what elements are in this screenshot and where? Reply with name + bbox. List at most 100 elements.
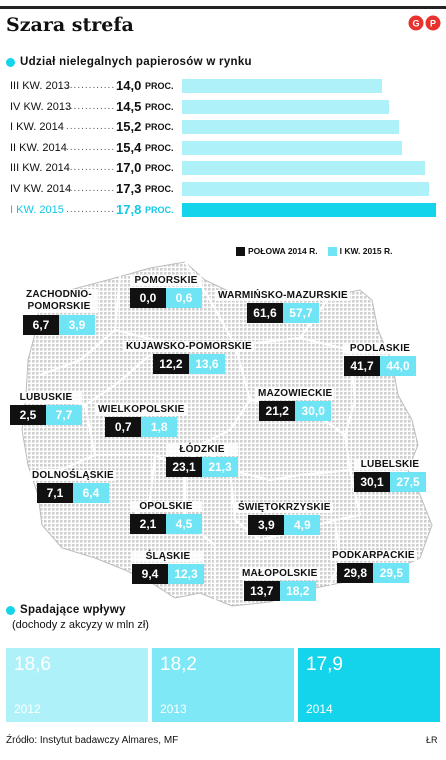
- bar-row: I KW. 2014......................15,2PROC…: [0, 119, 446, 136]
- bar-value-label: 14,0: [116, 78, 142, 93]
- bar-category-label: IV KW. 2013: [10, 100, 72, 113]
- value-2014: 7,1: [36, 483, 73, 503]
- bar-unit-label: PROC.: [145, 204, 174, 215]
- value-2015: 21,3: [202, 457, 238, 477]
- region-values: 3,9 4,9: [236, 515, 333, 535]
- value-2014: 2,1: [130, 514, 166, 534]
- bar-category-label: I KW. 2015: [10, 203, 64, 216]
- region-wielkopolskie: WIELKOPOLSKIE 0,7 1,8: [96, 404, 187, 437]
- share-section-heading: Udział nielegalnych papierosów w rynku: [6, 56, 252, 68]
- legend-swatch-2014: [236, 246, 245, 256]
- value-2014: 2,5: [10, 405, 46, 425]
- value-2015: 6,4: [72, 483, 109, 503]
- bar-value-label: 15,4: [116, 139, 142, 155]
- author-signature: ŁR: [426, 735, 438, 745]
- region-name: PODKARPACKIE: [330, 550, 417, 561]
- region-małopolskie: MAŁOPOLSKIE 13,7 18,2: [240, 568, 320, 601]
- bar-leader-dots: ......................: [66, 141, 116, 153]
- bar-leader-dots: ......................: [66, 100, 116, 112]
- region-name: MAŁOPOLSKIE: [240, 568, 320, 579]
- region-name: ŚLĄSKIE: [132, 551, 204, 562]
- bar-row: III KW. 2013......................14,0PR…: [0, 78, 446, 95]
- bar: [182, 120, 399, 135]
- income-section-heading: Spadające wpływy: [6, 604, 126, 616]
- value-2014: 0,0: [130, 288, 166, 308]
- bar-row: II KW. 2014......................15,4PRO…: [0, 140, 446, 157]
- bar-unit-label: PROC.: [145, 122, 174, 133]
- svg-text:P: P: [430, 19, 436, 29]
- region-name: LUBELSKIE: [354, 459, 426, 470]
- value-2015: 4,9: [284, 515, 321, 535]
- value-2015: 12,3: [168, 564, 204, 584]
- region-lubuskie: LUBUSKIE 2,5 7,7: [10, 392, 82, 425]
- region-name: ZACHODNIO-POMORSKIE: [20, 289, 98, 313]
- region-name: ŚWIĘTOKRZYSKIE: [236, 502, 333, 513]
- bar: [182, 140, 402, 155]
- bar-unit-label: PROC.: [145, 81, 174, 91]
- value-2014: 12,2: [152, 354, 189, 374]
- value-2015: 18,2: [279, 581, 316, 601]
- bar-row: IV KW. 2013......................14,5PRO…: [0, 99, 446, 116]
- bar-row: IV KW. 2014......................17,3PRO…: [0, 181, 446, 198]
- bar-category-label: III KW. 2013: [10, 80, 70, 92]
- region-values: 61,6 57,7: [216, 303, 350, 323]
- region-values: 9,4 12,3: [132, 564, 204, 584]
- bar-leader-dots: ......................: [66, 121, 116, 133]
- region-name: WARMIŃSKO-MAZURSKIE: [216, 290, 350, 301]
- region-warmińsko-mazurskie: WARMIŃSKO-MAZURSKIE 61,6 57,7: [216, 290, 350, 323]
- region-łódzkie: ŁÓDZKIE 23,1 21,3: [166, 444, 238, 477]
- region-values: 13,7 18,2: [240, 581, 320, 601]
- region-values: 2,5 7,7: [10, 405, 82, 425]
- bar-unit-label: PROC.: [145, 163, 174, 174]
- region-values: 0,0 0,6: [130, 288, 202, 308]
- value-2015: 7,7: [46, 405, 82, 425]
- value-2014: 9,4: [132, 564, 168, 584]
- legend-label-2015: I KW. 2015 R.: [339, 246, 393, 256]
- gp-logo-icon: G P: [408, 15, 441, 31]
- region-name: DOLNOŚLĄSKIE: [30, 470, 116, 481]
- bar-unit-label: PROC.: [145, 101, 174, 112]
- bar-row: I KW. 2015......................17,8PROC…: [0, 202, 446, 219]
- value-2014: 21,2: [259, 401, 296, 421]
- bar-category-label: III KW. 2014: [10, 162, 70, 175]
- bar: [182, 99, 389, 114]
- region-values: 21,2 30,0: [256, 401, 334, 421]
- bar-category-label: IV KW. 2014: [10, 183, 72, 195]
- svg-text:G: G: [412, 19, 419, 29]
- value-2014: 61,6: [246, 303, 283, 323]
- region-pomorskie: POMORSKIE 0,0 0,6: [130, 275, 202, 308]
- region-zachodnio-pomorskie: ZACHODNIO-POMORSKIE 6,7 3,9: [20, 289, 98, 335]
- bar-value-label: 17,3: [116, 181, 142, 196]
- region-name: PODLASKIE: [344, 343, 416, 354]
- income-tile-2014: 17,9 2014: [298, 648, 440, 722]
- value-2015: 30,0: [295, 401, 332, 421]
- region-values: 2,1 4,5: [130, 514, 202, 534]
- bar-unit-label: PROC.: [145, 184, 174, 194]
- bar-leader-dots: ......................: [66, 80, 116, 91]
- bar-value-label: 17,8: [116, 201, 142, 217]
- bar: [182, 79, 382, 93]
- income-value: 18,6: [14, 654, 51, 675]
- bar-row: III KW. 2014......................17,0PR…: [0, 160, 446, 177]
- bar: [182, 202, 436, 217]
- bar-leader-dots: ......................: [66, 162, 116, 174]
- income-year: 2013: [160, 702, 187, 716]
- bar-value-label: 17,0: [116, 160, 142, 176]
- region-dolnośląskie: DOLNOŚLĄSKIE 7,1 6,4: [30, 470, 116, 503]
- region-opolskie: OPOLSKIE 2,1 4,5: [130, 501, 202, 534]
- legend-label-2014: POŁOWA 2014 R.: [248, 246, 318, 256]
- region-values: 41,7 44,0: [344, 356, 416, 376]
- region-name: KUJAWSKO-POMORSKIE: [124, 341, 254, 352]
- region-name: ŁÓDZKIE: [166, 444, 238, 455]
- income-tile-2012: 18,6 2012: [6, 648, 148, 722]
- region-kujawsko-pomorskie: KUJAWSKO-POMORSKIE 12,2 13,6: [124, 341, 254, 374]
- bar-leader-dots: ......................: [66, 183, 116, 194]
- value-2014: 29,8: [337, 563, 374, 583]
- cyan-bullet-icon: [6, 57, 15, 67]
- bar: [182, 182, 429, 196]
- value-2015: 44,0: [380, 356, 416, 376]
- region-śląskie: ŚLĄSKIE 9,4 12,3: [132, 551, 204, 584]
- value-2015: 0,6: [166, 288, 202, 308]
- top-rule: [0, 6, 446, 9]
- value-2015: 1,8: [141, 417, 178, 437]
